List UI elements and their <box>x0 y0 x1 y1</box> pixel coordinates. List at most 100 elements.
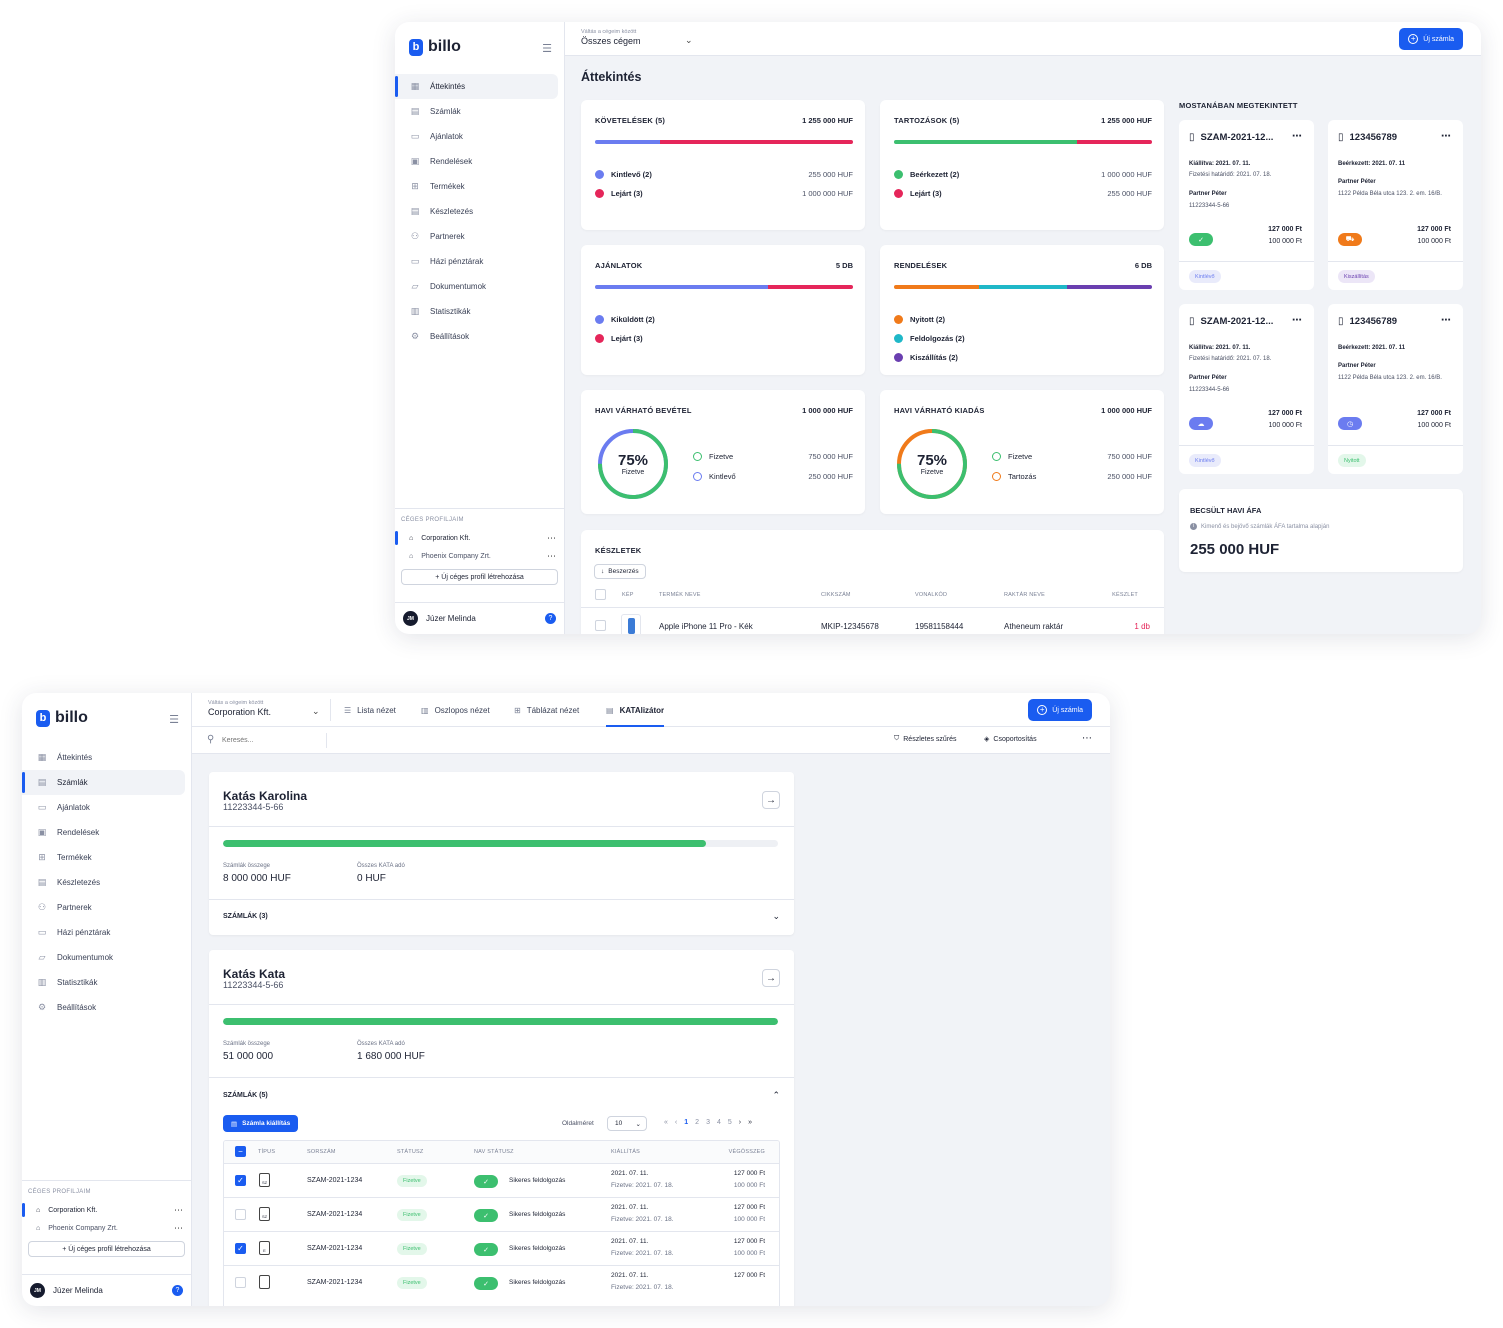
offers-card[interactable]: AJÁNLATOK 5 DB Kiküldött (2) Lejárt (3) <box>581 245 865 375</box>
orders-card[interactable]: RENDELÉSEK 6 DB Nyitott (2) Feldolgozás (… <box>880 245 1164 375</box>
page-number[interactable]: 4 <box>716 1119 721 1126</box>
more-icon[interactable]: ⋯ <box>1292 131 1302 142</box>
receivables-card[interactable]: KÖVETELÉSEK (5) 1 255 000 HUF Kintlevő (… <box>581 100 865 230</box>
col-product-name[interactable]: TERMÉK NEVE <box>659 592 701 598</box>
sidebar-item-0[interactable]: ▦ Áttekintés <box>22 745 185 770</box>
sidebar-item-7[interactable]: ▭ Házi pénztárak <box>22 920 185 945</box>
sidebar-item-1[interactable]: ▤ Számlák <box>22 770 185 795</box>
sidebar-item-4[interactable]: ⊞ Termékek <box>395 174 558 199</box>
sidebar-item-9[interactable]: ▥ Statisztikák <box>395 299 558 324</box>
tab-columns[interactable]: ▥ Oszlopos nézet <box>421 693 490 727</box>
sidebar-item-8[interactable]: ▱ Dokumentumok <box>395 274 558 299</box>
row-checkbox[interactable] <box>595 620 606 631</box>
help-icon[interactable]: ? <box>545 613 556 624</box>
sidebar-item-9[interactable]: ▥ Statisztikák <box>22 970 185 995</box>
sidebar-item-10[interactable]: ⚙ Beállítások <box>22 995 185 1020</box>
page-number[interactable]: 3 <box>706 1119 710 1126</box>
recent-card[interactable]: ▯ 123456789 ⋯ Beérkezett: 2021. 07. 11 Partn… <box>1328 120 1463 290</box>
new-invoice-button[interactable]: + Új számla <box>1028 699 1092 721</box>
company-item-corporation[interactable]: ⌂ Corporation Kft. ⋯ <box>395 529 564 547</box>
col-status[interactable]: STÁTUSZ <box>397 1149 424 1155</box>
chevron-down-icon[interactable]: ⌄ <box>772 911 780 921</box>
logo[interactable]: b billo <box>409 38 461 56</box>
select-all-checkbox[interactable] <box>595 589 606 600</box>
table-row[interactable]: SZAM-2021-1234 Fizetve ✓ Sikeres feldolgozá… <box>224 1265 779 1299</box>
recent-card[interactable]: ▯ SZAM-2021-12... ⋯ Kiállítva: 2021. 07. 11… <box>1179 120 1314 290</box>
table-row[interactable]: Apple iPhone 11 Pro - Kék MKIP-12345678 … <box>581 607 1164 634</box>
user-bar[interactable]: JM Júzer Melinda? <box>395 602 564 634</box>
company-item-corporation[interactable]: ⌂ Corporation Kft. ⋯ <box>22 1201 191 1219</box>
table-row[interactable]: ✓ E SZAM-2021-1234 Fizetve ✓ Sikeres feldolgo… <box>224 1231 779 1265</box>
logo[interactable]: b billo <box>36 709 88 727</box>
col-number[interactable]: SORSZÁM <box>307 1149 336 1155</box>
sidebar-item-5[interactable]: ▤ Készletezés <box>395 199 558 224</box>
first-page-icon[interactable]: « <box>664 1119 668 1126</box>
sidebar-item-0[interactable]: ▦ Áttekintés <box>395 74 558 99</box>
tab-kata[interactable]: ▤ KATAlizátor <box>606 693 665 727</box>
col-sku[interactable]: CIKKSZÁM <box>821 592 851 598</box>
page-number[interactable]: 1 <box>684 1119 689 1126</box>
chevron-up-icon[interactable]: ⌃ <box>772 1090 780 1100</box>
user-bar[interactable]: JM Júzer Melinda? <box>22 1274 191 1306</box>
sidebar-item-3[interactable]: ▣ Rendelések <box>395 149 558 174</box>
row-checkbox[interactable] <box>235 1209 246 1220</box>
company-switcher[interactable]: Váltás a cégeim között Összes cégem ⌄ <box>581 29 693 46</box>
tab-list[interactable]: ☰ Lista nézet <box>344 693 396 727</box>
sidebar-item-10[interactable]: ⚙ Beállítások <box>395 324 558 349</box>
next-page-icon[interactable]: › <box>738 1119 742 1126</box>
invoices-section-toggle[interactable]: SZÁMLÁK (3) <box>223 913 268 920</box>
more-icon[interactable]: ⋯ <box>174 1204 183 1215</box>
open-arrow-icon[interactable]: → <box>762 969 780 987</box>
more-icon[interactable]: ⋯ <box>1441 131 1451 142</box>
sidebar-item-2[interactable]: ▭ Ajánlatok <box>22 795 185 820</box>
monthly-income-card[interactable]: HAVI VÁRHATÓ BEVÉTEL 1 000 000 HUF 75% Fi… <box>581 390 865 514</box>
debts-card[interactable]: TARTOZÁSOK (5) 1 255 000 HUF Beérkezett … <box>880 100 1164 230</box>
collapse-sidebar-icon[interactable]: ☰ <box>542 43 552 55</box>
more-icon[interactable]: ⋯ <box>1292 315 1302 326</box>
more-icon[interactable]: ⋯ <box>1441 315 1451 326</box>
open-arrow-icon[interactable]: → <box>762 791 780 809</box>
more-options-icon[interactable]: ⋯ <box>1082 733 1092 744</box>
monthly-expense-card[interactable]: HAVI VÁRHATÓ KIADÁS 1 000 000 HUF 75% Fiz… <box>880 390 1164 514</box>
new-invoice-button[interactable]: + Új számla <box>1399 28 1463 50</box>
recent-card[interactable]: ▯ 123456789 ⋯ Beérkezett: 2021. 07. 11 Partn… <box>1328 304 1463 474</box>
col-nav-status[interactable]: NAV STÁTUSZ <box>474 1149 514 1155</box>
company-item-phoenix[interactable]: ⌂ Phoenix Company Zrt. ⋯ <box>22 1219 191 1237</box>
row-checkbox[interactable] <box>235 1277 246 1288</box>
sidebar-item-6[interactable]: ⚇ Partnerek <box>22 895 185 920</box>
new-company-profile-button[interactable]: + Új céges profil létrehozása <box>28 1241 185 1257</box>
more-icon[interactable]: ⋯ <box>174 1222 183 1233</box>
sidebar-item-4[interactable]: ⊞ Termékek <box>22 845 185 870</box>
page-size-select[interactable]: 10 ⌄ <box>607 1116 647 1131</box>
sidebar-item-1[interactable]: ▤ Számlák <box>395 99 558 124</box>
table-row[interactable]: ✓ SZ SZAM-2021-1234 Fizetve ✓ Sikeres feldolg… <box>224 1163 779 1197</box>
page-number[interactable]: 2 <box>695 1119 700 1126</box>
sidebar-item-6[interactable]: ⚇ Partnerek <box>395 224 558 249</box>
recent-card[interactable]: ▯ SZAM-2021-12... ⋯ Kiállítva: 2021. 07. 11… <box>1179 304 1314 474</box>
row-checkbox[interactable]: ✓ <box>235 1175 246 1186</box>
col-warehouse[interactable]: RAKTÁR NEVE <box>1004 592 1046 598</box>
select-all-checkbox[interactable]: − <box>235 1146 246 1157</box>
search-input[interactable] <box>222 733 327 748</box>
tab-table[interactable]: ⊞ Táblázat nézet <box>514 693 579 727</box>
sidebar-item-3[interactable]: ▣ Rendelések <box>22 820 185 845</box>
grouping-button[interactable]: ◈ Csoportosítás <box>984 735 1037 744</box>
col-stock[interactable]: KÉSZLET <box>1112 592 1138 598</box>
sidebar-item-8[interactable]: ▱ Dokumentumok <box>22 945 185 970</box>
more-icon[interactable]: ⋯ <box>547 532 556 543</box>
sidebar-item-7[interactable]: ▭ Házi pénztárak <box>395 249 558 274</box>
new-company-profile-button[interactable]: + Új céges profil létrehozása <box>401 569 558 585</box>
table-row[interactable]: SZ SZAM-2021-1234 Fizetve ✓ Sikeres feldolgo… <box>224 1197 779 1231</box>
last-page-icon[interactable]: » <box>748 1119 753 1126</box>
invoices-section-toggle[interactable]: SZÁMLÁK (5) <box>223 1092 268 1099</box>
purchase-button[interactable]: ↓ Beszerzés <box>594 564 646 579</box>
col-type[interactable]: TÍPUS <box>258 1149 276 1155</box>
col-total[interactable]: VÉGÖSSZEG <box>728 1149 765 1155</box>
detailed-filter-button[interactable]: ⛉ Részletes szűrés <box>894 735 957 743</box>
company-item-phoenix[interactable]: ⌂ Phoenix Company Zrt. ⋯ <box>395 547 564 565</box>
sidebar-item-5[interactable]: ▤ Készletezés <box>22 870 185 895</box>
company-switcher[interactable]: Váltás a cégeim között Corporation Kft. … <box>208 700 320 717</box>
page-number[interactable]: 5 <box>727 1119 732 1126</box>
col-issued[interactable]: KIÁLLÍTÁS <box>611 1149 641 1155</box>
sidebar-item-2[interactable]: ▭ Ajánlatok <box>395 124 558 149</box>
